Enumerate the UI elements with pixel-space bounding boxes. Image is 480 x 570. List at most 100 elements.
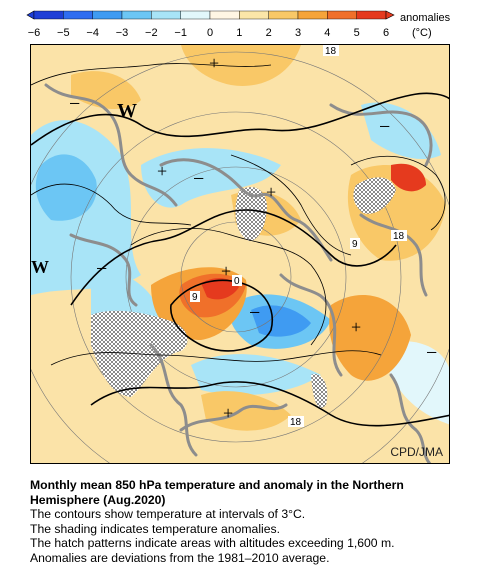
coastline — [279, 273, 343, 377]
coastline — [359, 213, 428, 297]
colorbar-tick-label: −6 — [28, 27, 41, 39]
contour-line — [350, 155, 446, 231]
cool-anomaly-west-strong — [35, 154, 97, 221]
colorbar-tick-label: −1 — [174, 27, 187, 39]
colorbar-tick-label: 6 — [383, 27, 389, 39]
minus-marker: − — [96, 258, 107, 280]
temperature-contours — [31, 63, 449, 427]
colorbar-cell — [63, 10, 93, 20]
coastlines — [44, 83, 433, 463]
warm-marker: W — [31, 257, 49, 277]
colorbar-tick-label: 2 — [266, 27, 272, 39]
colorbar-tick-label: 3 — [295, 27, 301, 39]
latitude-circles — [31, 51, 449, 463]
contour-line — [31, 63, 272, 86]
contour-label-box — [323, 45, 339, 56]
colorbar-cell — [180, 10, 211, 20]
contour-line — [130, 228, 327, 346]
minus-marker: − — [426, 342, 437, 364]
contour-line — [31, 92, 449, 146]
colorbar-unit: (°C) — [412, 27, 432, 39]
colorbar-cell — [268, 10, 299, 20]
latitude-circle — [180, 221, 292, 333]
plus-marker: + — [221, 261, 231, 281]
plus-marker: + — [266, 182, 276, 202]
coastline — [44, 83, 178, 207]
coastline — [149, 343, 198, 457]
warm-anomaly-south — [201, 391, 291, 431]
caption-line: The shading indicates temperature anomal… — [30, 521, 280, 536]
contour-line — [230, 154, 352, 256]
colorbar-tick-label: 5 — [354, 27, 360, 39]
cool-anomaly-bottom-center — [191, 354, 321, 395]
colorbar-tick-label: 0 — [207, 27, 213, 39]
contour-label-box — [190, 291, 200, 302]
warm-anomaly-top — [181, 45, 301, 86]
contour-label: 9 — [352, 239, 358, 250]
colorbar-tick-label: 1 — [236, 27, 242, 39]
caption-line: The contours show temperature at interva… — [30, 507, 306, 522]
colorbar-label: anomalies — [400, 12, 451, 24]
colorbar-cell — [151, 10, 181, 20]
coastline — [179, 403, 288, 432]
contour-label: 18 — [393, 231, 405, 242]
colorbar-cell — [356, 10, 387, 20]
minus-marker: − — [193, 168, 204, 190]
contour-label: 9 — [192, 292, 198, 303]
hatch-antarctic-edge — [311, 374, 328, 408]
colorbar-cell — [239, 10, 269, 20]
plus-marker: + — [351, 317, 361, 337]
cool-anomaly-right — [361, 102, 441, 160]
caption-title: Monthly mean 850 hPa temperature and ano… — [30, 478, 404, 507]
cool-anomaly-center-strong — [251, 305, 311, 337]
warm-anomaly-east-hot — [391, 163, 426, 192]
warm-anomaly-southeast — [329, 295, 411, 381]
hatch-rockies — [353, 177, 396, 214]
contour-label-box — [232, 275, 242, 286]
colorbar-cell — [121, 10, 152, 20]
contour-line — [50, 350, 382, 366]
colorbar-tick-labels: −6 −5 −4 −3 −2 −1 0 1 2 3 4 5 6 — [28, 27, 389, 39]
colorbar-cell — [92, 10, 123, 20]
contour-label-box — [391, 230, 407, 241]
colorbar-tick-label: 4 — [324, 27, 330, 39]
contour-label: 18 — [325, 46, 337, 57]
contour-label: 18 — [290, 417, 302, 428]
latitude-circle — [31, 51, 449, 463]
colorbar-cell — [327, 10, 357, 20]
plus-marker: + — [223, 403, 233, 423]
hemisphere-map: 18 18 9 9 0 18 W W + + + + + + − − − − − — [30, 44, 450, 464]
contour-label-box — [288, 416, 304, 427]
latitude-circle — [125, 166, 347, 388]
warm-marker: W — [117, 100, 137, 122]
contour-line — [170, 279, 273, 352]
cool-anomaly-north — [141, 148, 281, 208]
caption-line: The hatch patterns indicate areas with a… — [30, 536, 395, 551]
colorbar-cell — [33, 10, 64, 20]
map-credit: CPD/JMA — [390, 445, 443, 459]
plus-marker: + — [209, 53, 219, 73]
coastline — [159, 158, 333, 262]
polar-stereographic-map: 18 18 9 9 0 18 W W + + + + + + − − − − − — [31, 45, 449, 463]
contour-line — [90, 381, 449, 427]
minus-marker: − — [69, 93, 80, 115]
contour-label: 0 — [234, 276, 240, 287]
warm-anomaly-center-core — [201, 278, 239, 300]
anomaly-markers: W W + + + + + + − − − − − − — [31, 53, 437, 423]
hatch-greenland — [235, 187, 267, 241]
colorbar-tick-label: −4 — [86, 27, 99, 39]
minus-marker: − — [379, 116, 390, 138]
colorbar-tick-label: −3 — [116, 27, 129, 39]
contour-line — [70, 209, 397, 306]
minus-marker: − — [249, 302, 260, 324]
colorbar-left-arrow — [26, 10, 35, 20]
contour-label-box — [350, 238, 360, 249]
colorbar-right-arrow — [385, 10, 395, 20]
figure-caption: Monthly mean 850 hPa temperature and ano… — [30, 478, 470, 566]
colorbar-tick-label: −2 — [145, 27, 158, 39]
colorbar-cells — [33, 10, 387, 20]
colorbar-cell — [209, 10, 240, 20]
coastline — [69, 233, 138, 307]
plus-marker: + — [157, 161, 167, 181]
coastline — [389, 373, 432, 463]
